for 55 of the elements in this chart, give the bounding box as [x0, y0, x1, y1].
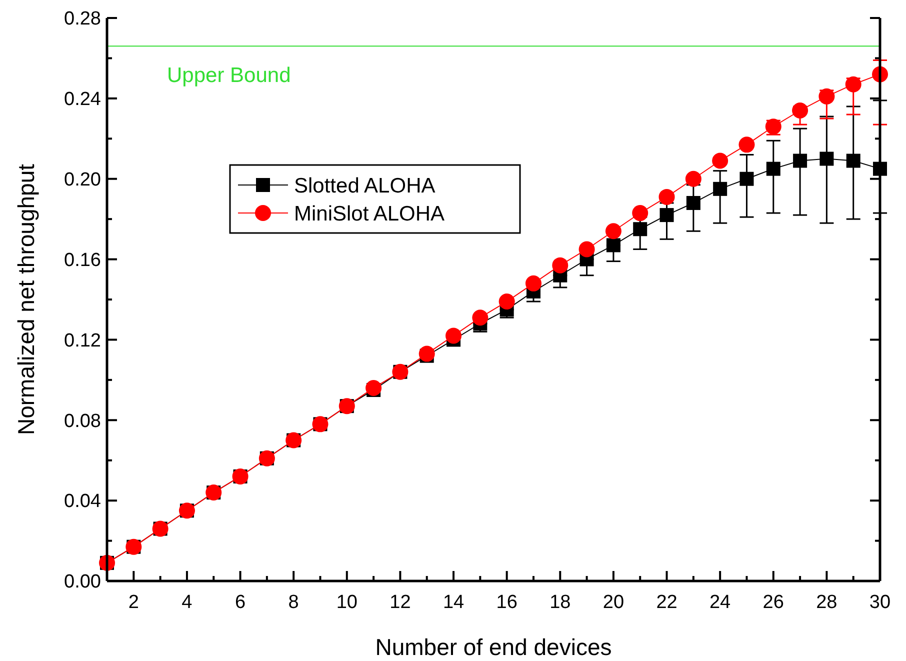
point: [578, 241, 595, 258]
x-tick-label: 24: [710, 592, 732, 613]
point: [605, 223, 622, 240]
point: [793, 154, 808, 168]
x-tick-label: 18: [550, 592, 571, 613]
x-tick-label: 12: [390, 592, 411, 613]
y-tick-label: 0.16: [64, 250, 101, 271]
point: [818, 88, 835, 104]
x-tick-label: 4: [182, 592, 193, 613]
legend-label: Slotted ALOHA: [294, 174, 436, 198]
point: [846, 154, 860, 168]
point: [418, 346, 435, 362]
point: [845, 76, 862, 92]
y-tick-label: 0.28: [64, 8, 101, 30]
x-tick-label: 10: [336, 592, 358, 613]
y-tick-label: 0.00: [64, 572, 101, 593]
x-tick-label: 6: [234, 592, 246, 613]
point: [606, 238, 620, 252]
point: [552, 257, 568, 274]
point: [766, 162, 780, 176]
y-tick-label: 0.20: [64, 170, 101, 191]
y-tick-label: 0.24: [64, 89, 102, 110]
x-tick-label: 20: [602, 592, 624, 613]
point: [740, 172, 754, 186]
x-tick-label: 22: [656, 592, 678, 613]
x-tick-label: 28: [816, 592, 838, 613]
point: [686, 196, 700, 210]
y-tick-label: 0.08: [64, 410, 101, 432]
point: [632, 205, 648, 222]
x-tick-label: 8: [288, 592, 299, 613]
point: [366, 380, 382, 396]
x-tick-label: 30: [869, 592, 891, 613]
y-axis-title: Normalized net throughput: [13, 163, 39, 436]
x-tick-label: 16: [496, 592, 518, 613]
point: [820, 152, 834, 166]
point: [712, 152, 728, 169]
x-tick-label: 14: [442, 592, 465, 613]
point: [525, 275, 542, 292]
point: [472, 310, 488, 326]
point: [713, 182, 728, 196]
x-tick-label: 26: [762, 592, 784, 613]
y-tick-label: 0.12: [64, 330, 101, 352]
point: [446, 328, 462, 344]
y-tick-label: 0.04: [64, 491, 102, 512]
point: [660, 208, 674, 222]
point: [658, 188, 675, 205]
x-tick-label: 2: [128, 592, 139, 613]
point: [792, 102, 808, 118]
point: [738, 136, 755, 153]
point: [498, 294, 515, 310]
x-axis-title: Number of end devices: [375, 634, 612, 660]
legend-label: MiniSlot ALOHA: [294, 202, 445, 226]
point: [685, 170, 702, 187]
ref-line-label: Upper Bound: [167, 64, 291, 88]
point: [633, 222, 648, 236]
